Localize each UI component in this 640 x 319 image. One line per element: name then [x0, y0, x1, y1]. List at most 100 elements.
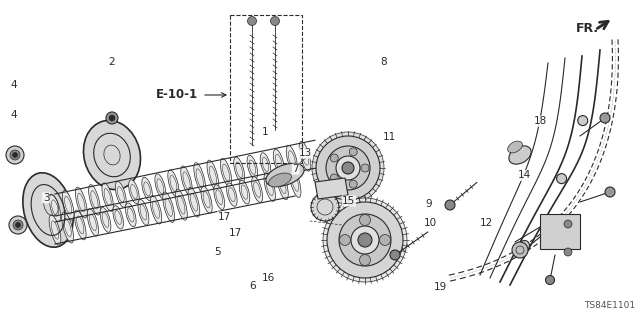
Ellipse shape: [102, 183, 113, 211]
Ellipse shape: [150, 196, 162, 224]
Ellipse shape: [188, 187, 200, 217]
Ellipse shape: [234, 157, 244, 183]
Ellipse shape: [23, 173, 73, 247]
Circle shape: [361, 164, 369, 172]
Ellipse shape: [74, 210, 86, 240]
Text: FR.: FR.: [575, 21, 598, 34]
Text: 18: 18: [534, 116, 547, 126]
Ellipse shape: [62, 190, 74, 220]
Ellipse shape: [194, 163, 205, 194]
Circle shape: [13, 220, 23, 230]
Circle shape: [330, 154, 339, 162]
Circle shape: [10, 150, 20, 160]
Ellipse shape: [269, 173, 291, 187]
Text: 2: 2: [109, 57, 115, 67]
Ellipse shape: [125, 203, 136, 227]
Ellipse shape: [115, 182, 126, 207]
Ellipse shape: [239, 180, 250, 204]
Ellipse shape: [252, 177, 262, 203]
Ellipse shape: [76, 187, 87, 218]
Ellipse shape: [129, 180, 140, 204]
Circle shape: [564, 248, 572, 256]
Circle shape: [327, 202, 403, 278]
Text: 3: 3: [43, 193, 49, 203]
Circle shape: [336, 156, 360, 180]
Text: 7: 7: [292, 164, 299, 174]
Text: 5: 5: [214, 247, 221, 257]
Ellipse shape: [175, 189, 188, 220]
Ellipse shape: [113, 206, 124, 229]
Text: 17: 17: [218, 212, 230, 222]
Text: 4: 4: [11, 79, 17, 90]
Text: 14: 14: [518, 170, 531, 181]
Bar: [540, 214, 580, 249]
Circle shape: [316, 136, 380, 200]
Ellipse shape: [227, 183, 237, 206]
Circle shape: [578, 115, 588, 126]
Ellipse shape: [247, 155, 258, 179]
Circle shape: [545, 276, 554, 285]
Ellipse shape: [260, 153, 271, 176]
Polygon shape: [315, 178, 348, 199]
Text: 17: 17: [229, 228, 242, 238]
Text: 1: 1: [262, 127, 269, 137]
Circle shape: [13, 152, 17, 158]
Ellipse shape: [142, 177, 152, 201]
Circle shape: [312, 132, 384, 204]
Circle shape: [342, 162, 354, 174]
Ellipse shape: [220, 159, 232, 187]
Ellipse shape: [273, 149, 284, 174]
Ellipse shape: [207, 160, 219, 190]
Ellipse shape: [83, 121, 141, 189]
Text: 11: 11: [383, 132, 396, 142]
Text: 9: 9: [426, 199, 432, 209]
Circle shape: [248, 17, 257, 26]
Circle shape: [360, 214, 371, 226]
Ellipse shape: [508, 141, 522, 153]
Ellipse shape: [201, 186, 212, 213]
Ellipse shape: [286, 145, 298, 173]
Ellipse shape: [155, 174, 166, 198]
Text: 13: 13: [300, 148, 312, 158]
Ellipse shape: [100, 207, 111, 232]
Circle shape: [349, 180, 357, 188]
Circle shape: [271, 17, 280, 26]
Circle shape: [311, 193, 339, 221]
Circle shape: [9, 216, 27, 234]
Text: 15: 15: [342, 196, 355, 206]
Ellipse shape: [299, 141, 311, 171]
Circle shape: [106, 112, 118, 124]
Text: 12: 12: [480, 218, 493, 228]
Circle shape: [512, 242, 528, 258]
Ellipse shape: [138, 199, 149, 225]
Circle shape: [15, 222, 20, 227]
Circle shape: [564, 220, 572, 228]
Circle shape: [109, 115, 115, 121]
Text: 10: 10: [424, 218, 436, 228]
Ellipse shape: [88, 185, 100, 215]
Circle shape: [600, 113, 610, 123]
Ellipse shape: [289, 167, 301, 197]
Circle shape: [326, 146, 370, 190]
Ellipse shape: [180, 166, 193, 196]
Text: 16: 16: [262, 272, 275, 283]
Circle shape: [349, 148, 357, 156]
Circle shape: [390, 250, 400, 260]
Circle shape: [330, 174, 339, 182]
Text: 4: 4: [11, 110, 17, 120]
Text: TS84E1101: TS84E1101: [584, 301, 635, 310]
Ellipse shape: [163, 192, 175, 222]
Circle shape: [520, 241, 529, 250]
Circle shape: [358, 233, 372, 247]
Ellipse shape: [61, 212, 74, 243]
Ellipse shape: [266, 163, 304, 187]
Circle shape: [360, 255, 371, 265]
Circle shape: [605, 187, 615, 197]
Text: 8: 8: [381, 57, 387, 67]
Circle shape: [557, 174, 566, 184]
Text: 6: 6: [250, 280, 256, 291]
Circle shape: [445, 200, 455, 210]
Circle shape: [351, 226, 379, 254]
Circle shape: [380, 234, 390, 246]
Ellipse shape: [276, 169, 288, 200]
